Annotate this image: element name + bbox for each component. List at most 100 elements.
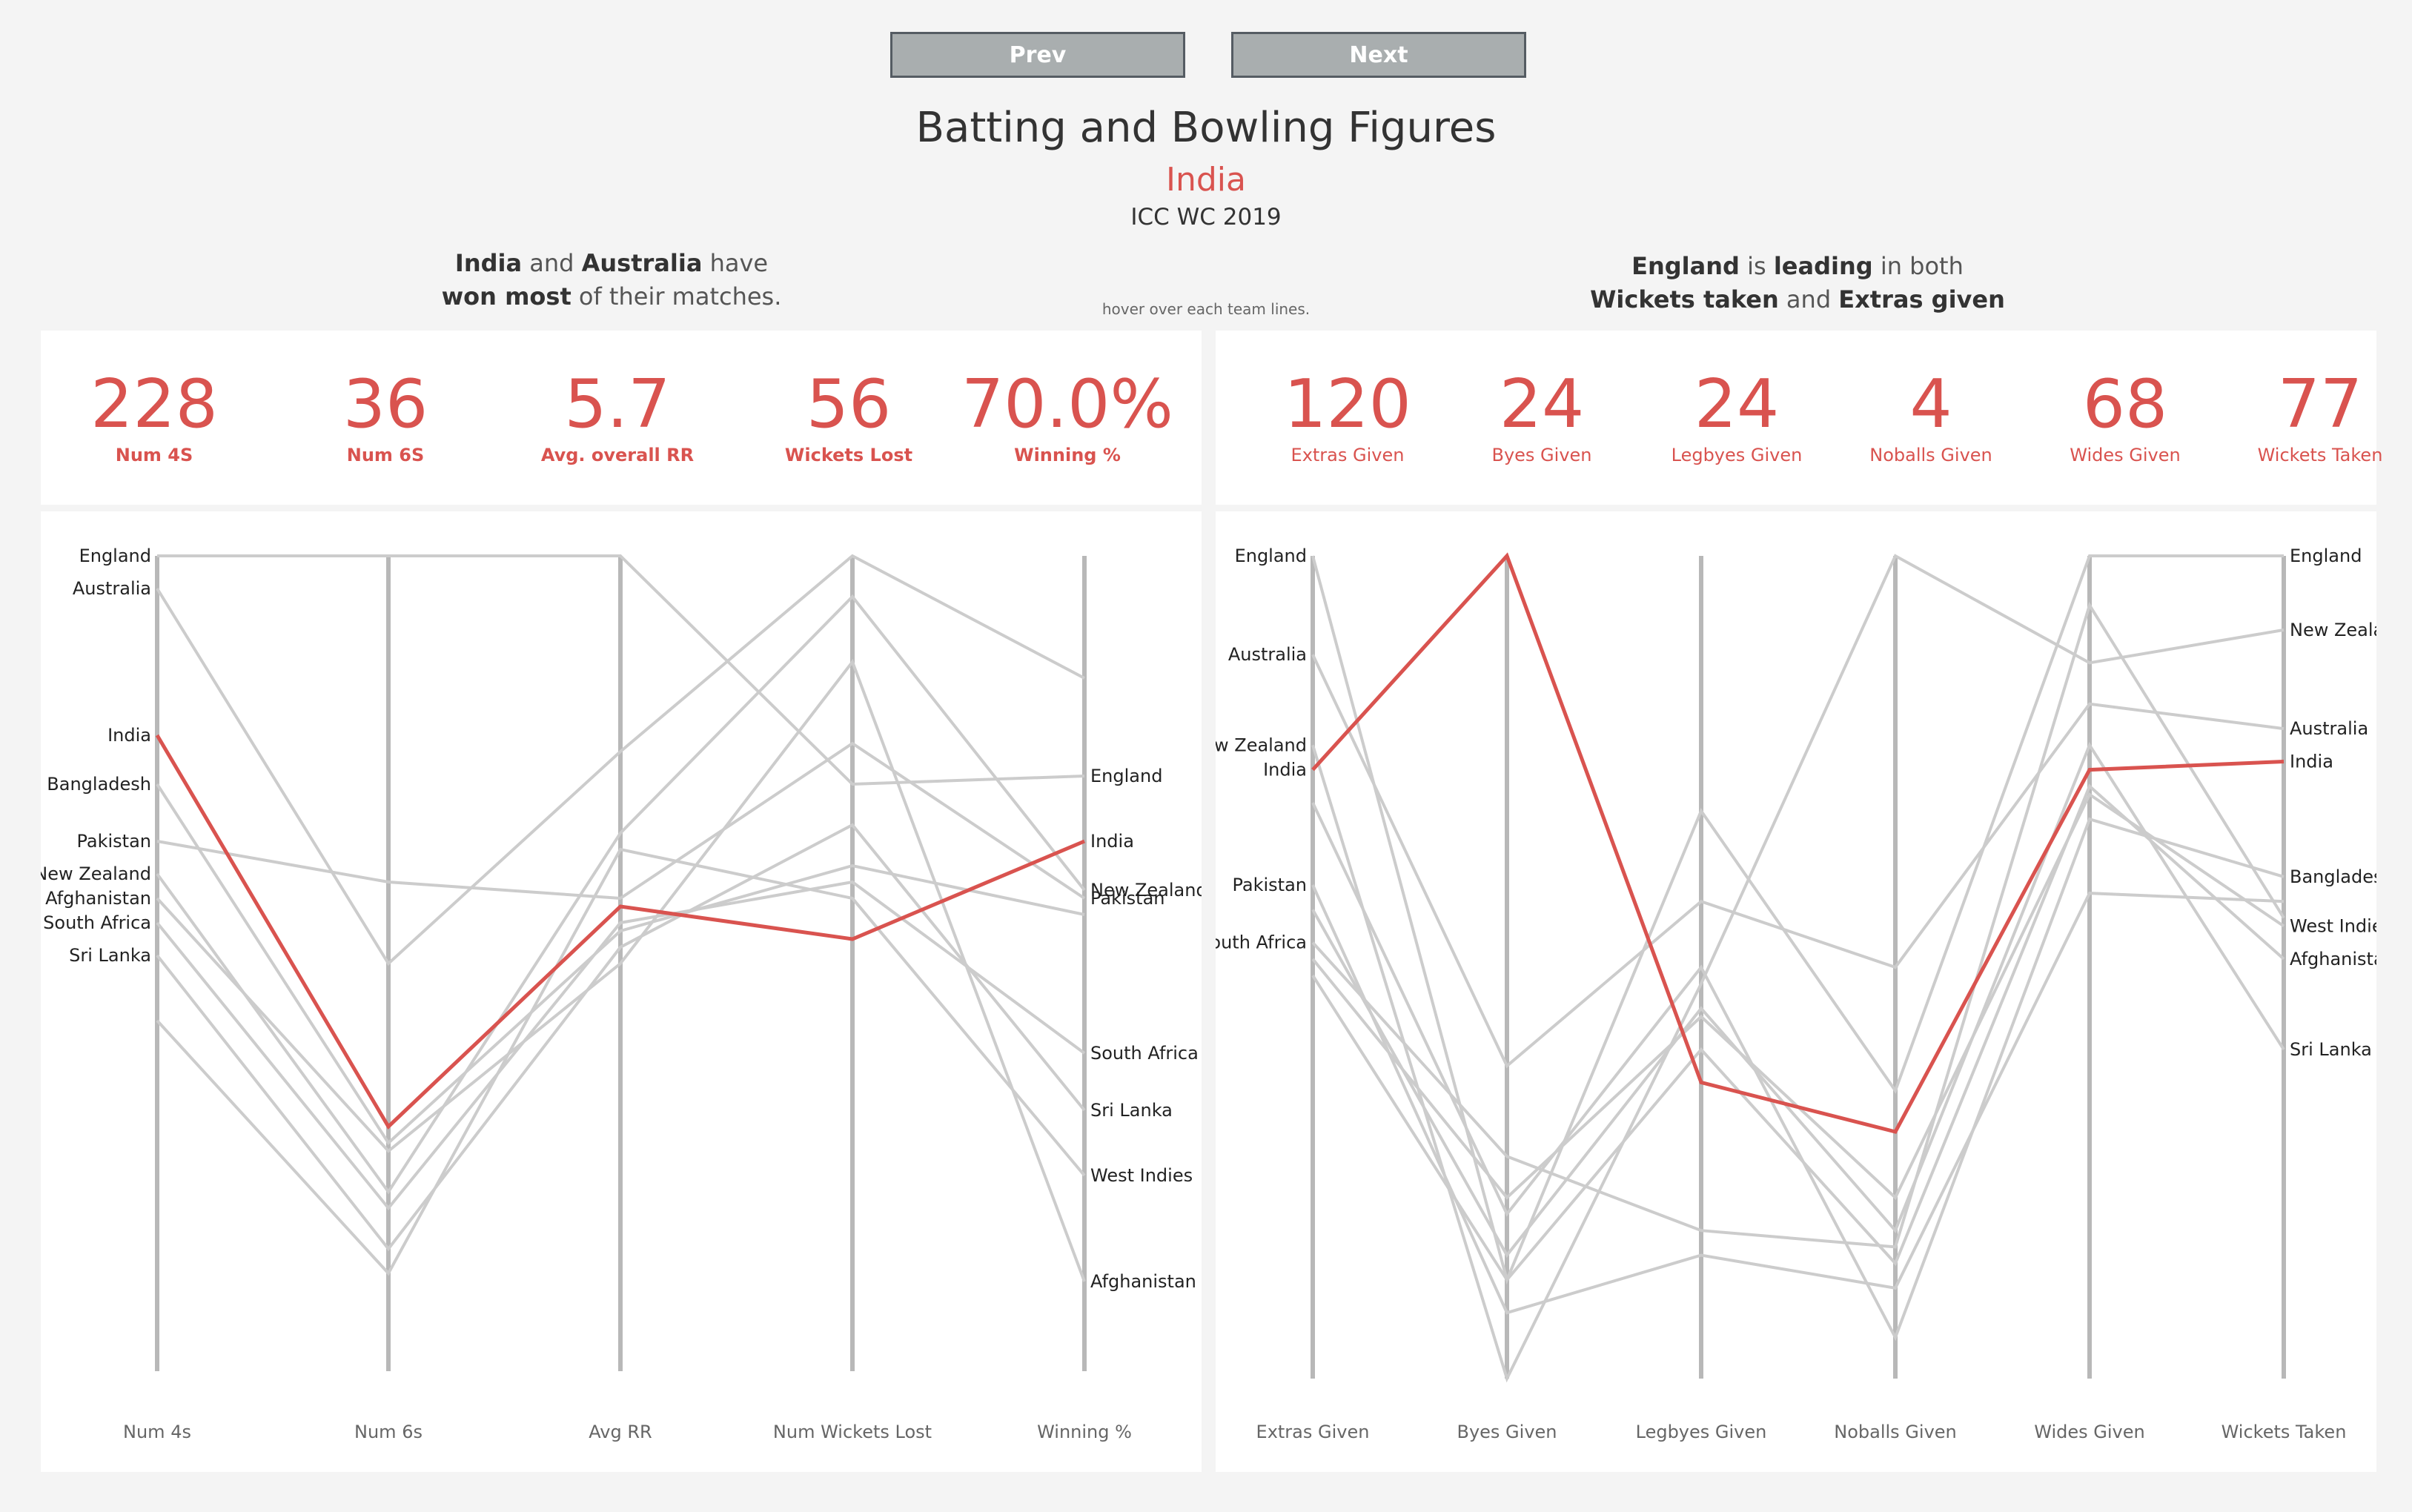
kpi-wides-given: 68 Wides Given [2014, 365, 2236, 466]
event-name: ICC WC 2019 [1130, 204, 1282, 231]
kpi-label: Wickets Taken [2257, 445, 2383, 465]
team-label-new-zealand: New Zealand [1216, 735, 1307, 755]
insight-emphasis: leading [1773, 252, 1873, 280]
team-label-new-zealand: New Zealand [2290, 620, 2376, 640]
axis-label-wides-given: Wides Given [2034, 1422, 2144, 1442]
insight-metric-2: Extras given [1838, 285, 2005, 314]
series-line-new-zealand[interactable] [156, 594, 1086, 1195]
axis-label-wickets-taken: Wickets Taken [2222, 1422, 2347, 1442]
axis-label-avg-rr: Avg RR [589, 1422, 652, 1442]
team-label-south-africa: South Africa [43, 912, 151, 933]
team-label-pakistan: Pakistan [1233, 875, 1308, 895]
kpi-value: 77 [2277, 365, 2363, 443]
axis-label-winning-: Winning % [1037, 1422, 1132, 1442]
kpi-label: Num 6S [346, 445, 425, 465]
team-label-west-indies: West Indies [1090, 1165, 1193, 1186]
kpi-value: 24 [1694, 365, 1780, 443]
team-label-new-zealand: New Zealand [41, 863, 151, 884]
series-line-south-africa[interactable] [1311, 601, 2285, 1249]
bowling-chart-panel: Extras Given Byes Given Legbyes Given Nobal… [1190, 511, 2407, 1472]
axis-label-num-4s: Num 4s [123, 1422, 191, 1442]
series-line-afghanistan[interactable] [156, 658, 1086, 1282]
series-line-pakistan[interactable] [1311, 884, 2285, 1315]
batting-parallel-chart: Num 4s Num 6s Avg RR Num Wickets Lost Winnin… [34, 546, 1207, 1442]
team-label-sri-lanka: Sri Lanka [69, 945, 151, 966]
kpi-avg-rr: 5.7 Avg. overall RR [506, 368, 729, 466]
kpi-label: Num 4S [115, 445, 193, 465]
hover-hint: hover over each team lines. [1101, 300, 1311, 318]
team-label-sri-lanka: Sri Lanka [2290, 1039, 2372, 1060]
kpi-label: Legbyes Given [1671, 445, 1803, 465]
kpi-num-6s: 36 Num 6S [274, 365, 497, 466]
team-label-india: India [2290, 752, 2333, 772]
kpi-label: Byes Given [1491, 445, 1592, 465]
page-title: Batting and Bowling Figures [915, 104, 1497, 152]
insight-text: in both [1872, 252, 1964, 280]
insight-text: of their matches. [571, 282, 782, 311]
axis-label-noballs-given: Noballs Given [1834, 1422, 1957, 1442]
series-line-bangladesh[interactable] [156, 783, 1085, 1146]
axis-label-extras-given: Extras Given [1256, 1422, 1370, 1442]
team-label-england: England [1090, 766, 1162, 786]
axis-label-byes-given: Byes Given [1457, 1422, 1557, 1442]
kpi-extras-given: 120 Extras Given [1236, 365, 1459, 466]
team-name: India [1166, 161, 1246, 199]
kpi-value: 36 [342, 365, 428, 443]
insight-team-2: Australia [581, 249, 703, 277]
series-line-india[interactable] [1311, 552, 2285, 1134]
insight-metric-1: Wickets taken [1590, 285, 1779, 314]
series-line-bangladesh[interactable] [1311, 802, 2285, 1342]
insight-team: England [1631, 252, 1740, 280]
bowling-parallel-chart: Extras Given Byes Given Legbyes Given Nobal… [1190, 546, 2406, 1442]
team-label-india: India [107, 725, 151, 746]
team-label-bangladesh: Bangladesh [2290, 866, 2376, 887]
axis-label-num-wickets-lost: Num Wickets Lost [773, 1422, 932, 1442]
kpi-label: Avg. overall RR [540, 445, 695, 465]
bowling-kpi-panel: 120 Extras Given 24 Byes Given 24 Legbye… [1216, 331, 2382, 505]
team-label-india: India [1090, 831, 1134, 852]
axis-label-num-6s: Num 6s [354, 1422, 423, 1442]
kpi-value: 120 [1284, 365, 1411, 443]
axis-label-legbyes-given: Legbyes Given [1636, 1422, 1767, 1442]
kpi-noballs-given: 4 Noballs Given [1820, 368, 2042, 466]
team-label-afghanistan: Afghanistan [45, 888, 151, 909]
kpi-value: 56 [806, 365, 892, 443]
kpi-label: Extras Given [1291, 445, 1405, 465]
insight-text: have [702, 249, 769, 277]
team-label-pakistan: Pakistan [77, 831, 152, 852]
kpi-legbyes-given: 24 Legbyes Given [1626, 365, 1848, 466]
team-label-england: England [2290, 546, 2362, 566]
insight-team-1: India [454, 249, 523, 277]
series-line-india[interactable] [155, 734, 1085, 1130]
team-label-afghanistan: Afghanistan [1090, 1271, 1196, 1292]
team-label-sri-lanka: Sri Lanka [1090, 1100, 1173, 1121]
insight-text: is [1739, 252, 1774, 280]
kpi-label: Wides Given [2070, 445, 2181, 465]
series-line-australia[interactable] [156, 554, 1085, 966]
kpi-label: Winning % [1014, 445, 1121, 465]
next-button[interactable]: Next [1231, 32, 1526, 78]
kpi-value: 70.0% [961, 365, 1173, 443]
kpi-label: Noballs Given [1869, 445, 1992, 465]
series-line-sri-lanka[interactable] [1311, 741, 2285, 1259]
series-line-west-indies[interactable] [1311, 792, 2285, 1201]
team-label-afghanistan: Afghanistan [2290, 949, 2376, 969]
team-label-england: England [1235, 546, 1307, 566]
series-line-england[interactable] [157, 554, 1085, 786]
team-label-australia: Australia [1228, 644, 1307, 665]
batting-chart-panel: Num 4s Num 6s Avg RR Num Wickets Lost Winnin… [34, 511, 1207, 1472]
series-line-sri-lanka[interactable] [156, 823, 1086, 1252]
series-line-pakistan[interactable] [156, 741, 1086, 901]
kpi-winning-pct: 70.0% Winning % [938, 365, 1197, 466]
team-label-new-zealand: New Zealand [1090, 880, 1202, 901]
series-line-australia[interactable] [1311, 654, 2285, 1069]
series-line-new-zealand[interactable] [1311, 554, 2285, 1383]
prev-button[interactable]: Prev [890, 32, 1185, 78]
team-label-australia: Australia [73, 578, 151, 599]
series-line-afghanistan[interactable] [1311, 783, 2285, 1283]
kpi-value: 68 [2082, 365, 2168, 443]
series-line-west-indies[interactable] [156, 847, 1086, 1276]
kpi-label: Wickets Lost [784, 445, 913, 465]
kpi-wickets-taken: 77 Wickets Taken [2209, 365, 2412, 466]
series-line-south-africa[interactable] [156, 880, 1086, 1211]
